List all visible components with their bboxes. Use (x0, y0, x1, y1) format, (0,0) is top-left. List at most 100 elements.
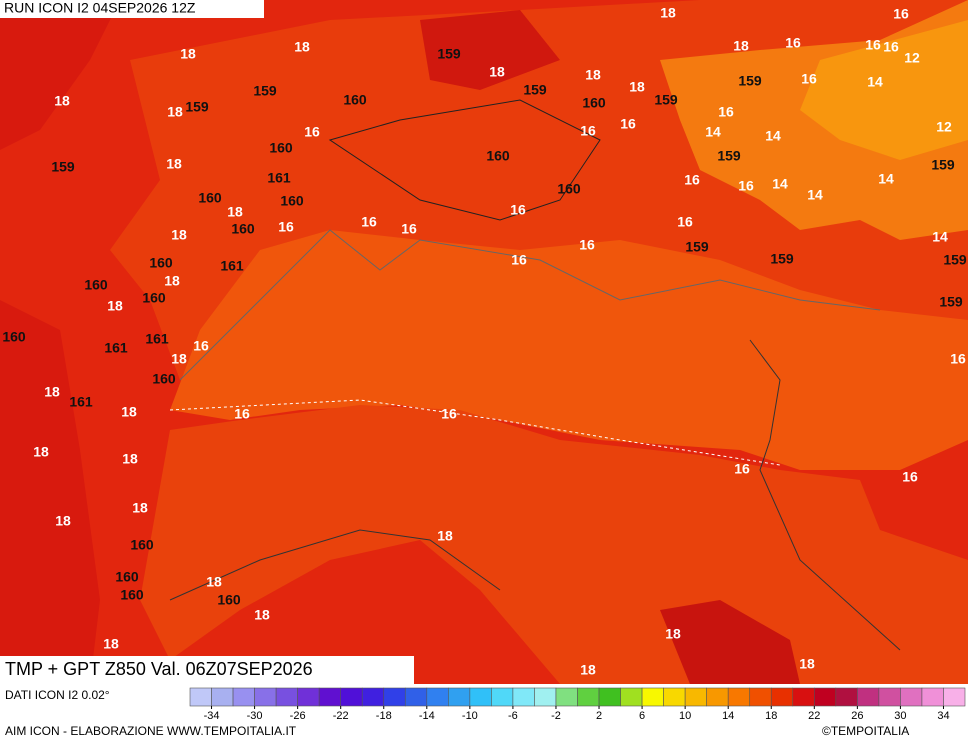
region (140, 405, 968, 684)
colorbar-box (383, 687, 406, 707)
colorbar-tick-label: 34 (937, 710, 949, 722)
colorbar-box (749, 687, 772, 707)
contour-label: 159 (51, 159, 75, 175)
contour-label: 160 (152, 371, 176, 387)
colorbar-box (857, 687, 880, 707)
colorbar-box (404, 687, 428, 707)
contour-label: 18 (580, 662, 596, 678)
colorbar-box (512, 687, 535, 707)
contour-label: 16 (511, 252, 527, 268)
colorbar-tick-label: 10 (679, 710, 691, 722)
contour-label: 18 (254, 607, 270, 623)
map-title: TMP + GPT Z850 Val. 06Z07SEP2026 (5, 659, 313, 679)
contour-label: 18 (227, 204, 243, 220)
contour-label: 16 (620, 116, 636, 132)
colorbar-box (900, 687, 923, 707)
header-box (0, 0, 264, 18)
contour-label: 161 (267, 170, 291, 186)
contour-label: 14 (705, 124, 721, 140)
contour-label: 160 (343, 92, 367, 108)
colorbar-tick-label: 30 (894, 710, 906, 722)
contour-label: 18 (167, 104, 183, 120)
contour-label: 16 (950, 351, 966, 367)
colorbar-box (189, 687, 212, 707)
contour-label: 159 (253, 83, 277, 99)
colorbar-box (943, 687, 966, 707)
contour-label: 159 (717, 148, 741, 164)
contour-label: 16 (510, 202, 526, 218)
region (0, 300, 100, 684)
contour-label: 18 (294, 39, 310, 55)
contour-label: 16 (801, 71, 817, 87)
region (660, 600, 800, 684)
colorbar-tick-label: 14 (722, 710, 734, 722)
colorbar-tick-label: -10 (462, 710, 478, 722)
contour-label: 16 (734, 461, 750, 477)
colorbar-box (577, 687, 600, 707)
contour-label: 14 (932, 229, 948, 245)
contour-label: 16 (785, 35, 801, 51)
contour-label: 18 (107, 298, 123, 314)
colorbar-tick-label: -6 (508, 710, 518, 722)
coastline (169, 529, 501, 601)
colorbar-tick-label: 18 (765, 710, 777, 722)
contour-label: 160 (557, 181, 581, 197)
colorbar-box (232, 687, 255, 707)
colorbar-tick-label: -26 (290, 710, 306, 722)
colorbar-box (835, 687, 858, 707)
contour-label: 16 (883, 39, 899, 55)
contour-label: 159 (685, 239, 709, 255)
colorbar-tick-label: -30 (247, 710, 263, 722)
contour-label: 160 (142, 290, 166, 306)
region (0, 0, 120, 150)
colorbar-box (534, 687, 557, 707)
colorbar-box (684, 687, 707, 707)
colorbar-box (491, 687, 514, 707)
contour-label: 18 (180, 46, 196, 62)
colorbar-tick-label: 22 (808, 710, 820, 722)
colorbar-box (211, 687, 234, 707)
contour-label: 16 (738, 178, 754, 194)
contour-label: 18 (164, 273, 180, 289)
contour-label: 18 (171, 227, 187, 243)
contour-label: 16 (893, 6, 909, 22)
contour-label: 16 (304, 124, 320, 140)
contour-label: 161 (104, 340, 128, 356)
contour-label: 18 (171, 351, 187, 367)
contour-label: 159 (185, 99, 209, 115)
contour-label: 18 (132, 500, 148, 516)
contour-label: 14 (807, 187, 823, 203)
contour-label: 16 (865, 37, 881, 53)
contour-label: 16 (902, 469, 918, 485)
contour-label: 18 (103, 636, 119, 652)
contour-label: 16 (718, 104, 734, 120)
contour-label: 16 (580, 123, 596, 139)
contour-label: 160 (582, 95, 606, 111)
contour-label: 18 (44, 384, 60, 400)
colorbar-box (792, 687, 815, 707)
contour-label: 160 (84, 277, 108, 293)
run-label: RUN ICON I2 04SEP2026 12Z (4, 0, 196, 16)
colorbar-box (318, 687, 341, 707)
region (420, 10, 560, 90)
contour-label: 160 (120, 587, 144, 603)
credit-label: AIM ICON - ELABORAZIONE WWW.TEMPOITALIA.… (5, 724, 297, 738)
colorbar-tick-label: 2 (596, 710, 602, 722)
colorbar-box (878, 687, 901, 707)
contour-label: 16 (361, 214, 377, 230)
contour-label: 159 (437, 46, 461, 62)
colorbar-box (555, 687, 578, 707)
source-label: DATI ICON I2 0.02° (5, 688, 110, 702)
contour-label: 159 (654, 92, 678, 108)
region (800, 20, 968, 160)
contour-label: 18 (122, 451, 138, 467)
title-box (0, 656, 414, 684)
contour-label: 160 (149, 255, 173, 271)
contour-label: 16 (278, 219, 294, 235)
colorbar-box (814, 687, 837, 707)
contour-label: 16 (401, 221, 417, 237)
colorbar-box (340, 687, 363, 707)
contour-label: 12 (936, 119, 952, 135)
contour-label: 16 (441, 406, 457, 422)
